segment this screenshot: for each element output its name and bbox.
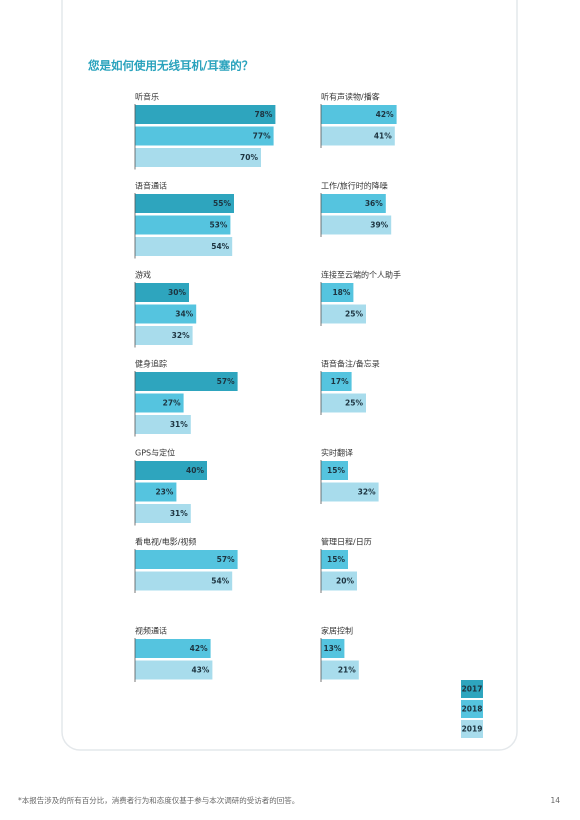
category-label: 健身追踪 [135, 359, 167, 369]
legend-label: 2019 [462, 725, 483, 734]
value-label: 15% [327, 466, 345, 475]
bar [321, 482, 379, 502]
category-label: 管理日程/日历 [321, 537, 372, 547]
bar [135, 304, 197, 324]
value-label: 39% [370, 221, 388, 230]
bar [321, 283, 354, 302]
page-number: 14 [550, 796, 560, 805]
bar [135, 393, 184, 413]
value-label: 78% [254, 110, 272, 119]
bar [135, 215, 231, 235]
legend-swatch [461, 680, 483, 698]
value-label: 54% [211, 242, 229, 251]
value-label: 53% [209, 221, 227, 230]
value-label: 17% [331, 377, 349, 386]
legend-swatch [461, 700, 483, 718]
category-label: 工作/旅行时的降噪 [321, 181, 388, 191]
value-label: 40% [186, 466, 204, 475]
value-label: 42% [190, 644, 208, 653]
bar [135, 105, 276, 124]
value-label: 20% [336, 577, 354, 586]
category-label: 听有声读物/播客 [321, 92, 380, 102]
bar [321, 639, 345, 658]
value-label: 31% [170, 420, 188, 429]
bar [135, 482, 177, 502]
bar [135, 571, 233, 591]
value-label: 77% [253, 132, 271, 141]
bar [321, 304, 366, 324]
value-label: 55% [213, 199, 231, 208]
value-label: 43% [191, 666, 209, 675]
value-label: 30% [168, 288, 186, 297]
bar [321, 372, 352, 391]
legend-label: 2017 [462, 685, 483, 694]
category-label: 连接至云端的个人助手 [321, 270, 401, 280]
bar [321, 393, 366, 413]
bar [321, 215, 392, 235]
value-label: 18% [332, 288, 350, 297]
bar [135, 550, 238, 569]
value-label: 57% [217, 555, 235, 564]
value-label: 23% [155, 488, 173, 497]
value-label: 34% [175, 310, 193, 319]
bar [135, 148, 261, 167]
value-label: 32% [358, 488, 376, 497]
value-label: 41% [374, 132, 392, 141]
bar [135, 283, 189, 302]
bar [135, 415, 191, 434]
legend-swatch [461, 720, 483, 738]
bar [135, 126, 274, 146]
chart-title: 您是如何使用无线耳机/耳塞的？ [88, 59, 253, 73]
category-label: 实时翻译 [321, 448, 353, 458]
bar [135, 461, 207, 480]
bar [321, 194, 386, 213]
category-label: 看电视/电影/视频 [135, 537, 196, 547]
value-label: 15% [327, 555, 345, 564]
bar [135, 372, 238, 391]
value-label: 70% [240, 153, 258, 162]
bar [135, 237, 233, 256]
category-label: 视频通话 [135, 626, 167, 636]
value-label: 36% [365, 199, 383, 208]
bar [135, 326, 193, 345]
bar [321, 126, 395, 146]
category-label: 游戏 [135, 270, 151, 280]
value-label: 25% [345, 310, 363, 319]
value-label: 13% [323, 644, 341, 653]
footnote: *本报告涉及的所有百分比，消费者行为和态度仅基于参与本次调研的受访者的回答。 [18, 795, 299, 805]
card [61, 0, 518, 751]
bar [321, 461, 348, 480]
bar [135, 194, 234, 213]
bar [321, 571, 357, 591]
bar [321, 660, 359, 680]
value-label: 54% [211, 577, 229, 586]
value-label: 32% [172, 331, 190, 340]
bar [321, 105, 397, 124]
category-label: 语音备注/备忘录 [321, 359, 380, 369]
bar [321, 550, 348, 569]
category-label: 家居控制 [321, 626, 353, 636]
value-label: 57% [217, 377, 235, 386]
category-label: 语音通话 [135, 181, 167, 191]
bar [135, 639, 211, 658]
bar [135, 504, 191, 523]
legend-label: 2018 [462, 705, 483, 714]
category-label: 听音乐 [135, 92, 159, 102]
category-label: GPS与定位 [135, 448, 175, 458]
value-label: 25% [345, 399, 363, 408]
bar [135, 660, 213, 680]
value-label: 27% [163, 399, 181, 408]
value-label: 42% [376, 110, 394, 119]
value-label: 21% [338, 666, 356, 675]
value-label: 31% [170, 509, 188, 518]
